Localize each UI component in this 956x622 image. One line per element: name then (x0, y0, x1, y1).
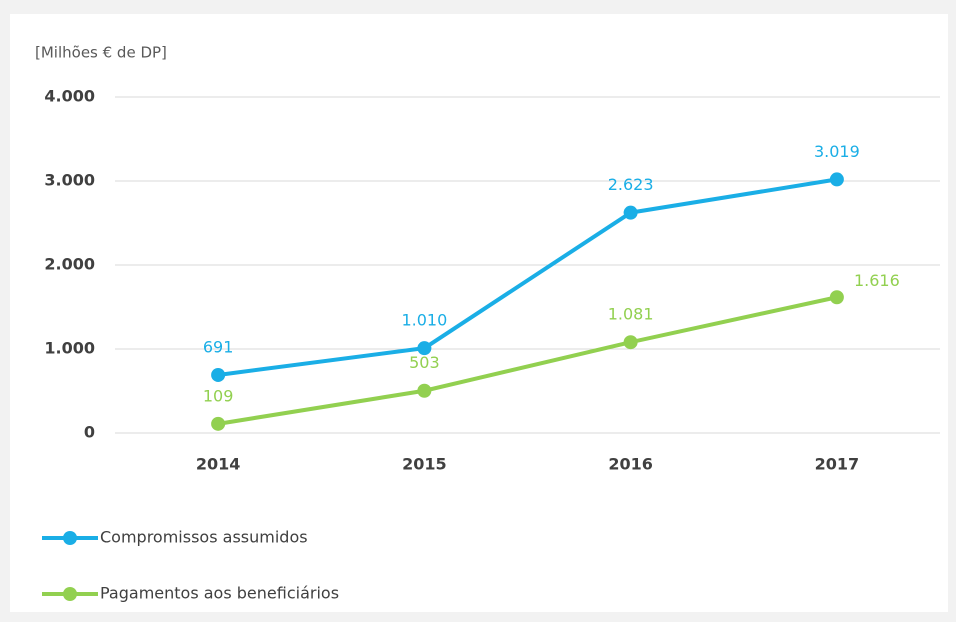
data-label: 109 (203, 386, 234, 405)
data-label: 1.081 (608, 305, 654, 324)
legend-label: Compromissos assumidos (100, 528, 308, 547)
x-tick-label: 2014 (196, 455, 241, 474)
data-point (211, 416, 226, 431)
y-tick-label: 1.000 (44, 339, 95, 358)
data-label: 691 (203, 337, 234, 356)
data-label: 503 (409, 353, 440, 372)
series-line (217, 295, 838, 426)
x-tick-label: 2015 (402, 455, 447, 474)
data-label: 2.623 (608, 175, 654, 194)
data-point (211, 367, 226, 382)
data-point (417, 341, 432, 356)
legend-marker (63, 531, 77, 545)
y-tick-label: 3.000 (44, 171, 95, 190)
data-point (829, 290, 844, 305)
legend-marker (63, 587, 77, 601)
data-label: 3.019 (814, 142, 860, 161)
y-tick-label: 0 (84, 423, 95, 442)
data-point (829, 172, 844, 187)
series-line (217, 177, 838, 377)
y-tick-label: 2.000 (44, 255, 95, 274)
data-point (417, 383, 432, 398)
y-tick-label: 4.000 (44, 87, 95, 106)
x-tick-label: 2016 (608, 455, 653, 474)
data-label: 1.616 (854, 271, 900, 290)
x-tick-label: 2017 (815, 455, 860, 474)
data-point (623, 335, 638, 350)
legend-label: Pagamentos aos beneficiários (100, 584, 339, 603)
data-point (623, 205, 638, 220)
data-label: 1.010 (401, 311, 447, 330)
y-axis-label: [Milhões € de DP] (35, 44, 167, 62)
